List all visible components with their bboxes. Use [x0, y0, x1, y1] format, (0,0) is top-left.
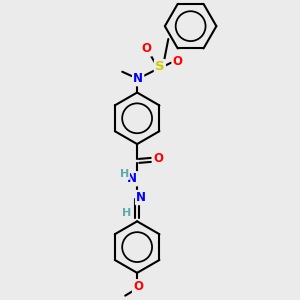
Text: H: H	[122, 208, 131, 218]
Text: S: S	[155, 60, 165, 73]
Text: O: O	[153, 152, 163, 165]
Text: N: N	[136, 191, 146, 204]
Text: O: O	[133, 280, 143, 293]
Text: N: N	[133, 72, 143, 85]
Text: O: O	[173, 55, 183, 68]
Text: N: N	[127, 172, 137, 185]
Text: H: H	[120, 169, 129, 179]
Text: O: O	[141, 42, 151, 56]
